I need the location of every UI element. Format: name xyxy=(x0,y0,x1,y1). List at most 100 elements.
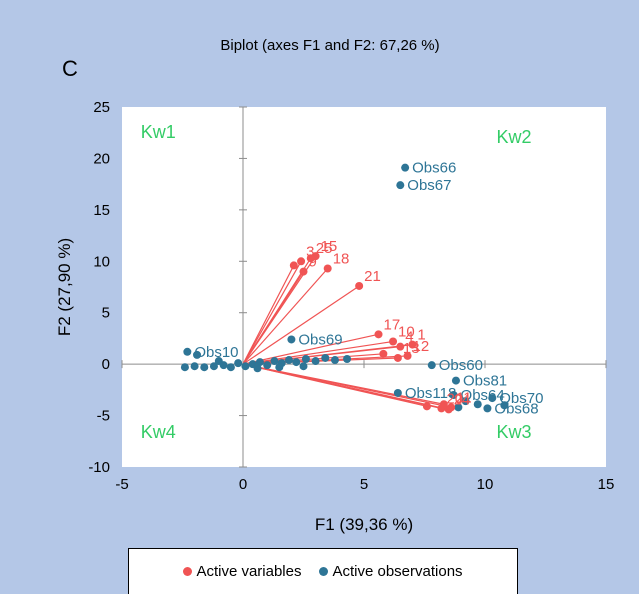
variable-vector xyxy=(242,268,329,365)
y-tick-label: -10 xyxy=(88,459,110,476)
observation-point xyxy=(321,353,330,362)
observation-point xyxy=(263,361,272,370)
variable-point xyxy=(422,402,431,411)
plot-area xyxy=(122,107,606,467)
variable-point xyxy=(396,342,405,351)
observation-point xyxy=(451,376,460,385)
observation-point xyxy=(241,362,250,371)
x-tick-label: 15 xyxy=(598,476,615,493)
x-tick-label: -5 xyxy=(115,476,128,493)
observation-point xyxy=(393,388,402,397)
observation-point xyxy=(190,362,199,371)
observation-point xyxy=(193,350,202,359)
observation-point xyxy=(343,355,352,363)
quadrant-label: Kw3 xyxy=(497,422,532,442)
panel-letter: C xyxy=(62,56,78,81)
y-tick-label: 5 xyxy=(102,305,110,322)
observation-label: Obs67 xyxy=(407,177,451,194)
observation-point xyxy=(311,357,320,366)
observation-point xyxy=(454,403,463,412)
observation-point xyxy=(488,394,497,403)
variable-vector xyxy=(242,271,305,365)
observation-label: Obs70 xyxy=(499,390,543,407)
x-axis-label: F1 (39,36 %) xyxy=(315,515,413,534)
y-tick-label: -5 xyxy=(97,408,110,425)
observation-point xyxy=(301,355,310,363)
variable-vector xyxy=(242,340,394,365)
observation-point xyxy=(275,363,284,372)
observation-point xyxy=(461,397,470,406)
variable-point xyxy=(355,281,364,290)
variable-label: 11 xyxy=(456,389,472,406)
variable-point xyxy=(299,267,308,276)
variable-label: 1 xyxy=(417,327,425,344)
quadrant-label: Kw2 xyxy=(497,127,532,147)
chart-title: Biplot (axes F1 and F2: 67,26 %) xyxy=(220,37,439,54)
observation-point xyxy=(226,363,235,372)
observation-point xyxy=(180,363,189,372)
observation-point xyxy=(396,181,405,190)
quadrant-label: Kw4 xyxy=(141,422,176,442)
quadrant-label: Kw1 xyxy=(141,122,176,142)
variable-label: 17 xyxy=(384,316,401,333)
observation-label: Obs69 xyxy=(298,331,342,348)
observation-point xyxy=(299,362,308,371)
y-axis-label: F2 (27,90 %) xyxy=(55,238,74,336)
observation-point xyxy=(284,356,293,365)
x-tick-label: 5 xyxy=(360,476,368,493)
observation-point xyxy=(330,356,339,365)
observation-point xyxy=(200,363,209,372)
legend-item-variables: Active variables xyxy=(183,563,301,580)
variable-point xyxy=(408,340,417,349)
variable-vector xyxy=(242,285,360,365)
y-tick-label: 20 xyxy=(93,150,110,167)
observation-point xyxy=(214,357,223,366)
variable-label: 10 xyxy=(398,324,415,341)
legend-marker-observations xyxy=(319,567,329,576)
observation-label: Obs81 xyxy=(463,373,507,390)
observation-label: Obs64 xyxy=(461,387,505,404)
y-tick-label: 0 xyxy=(102,356,110,373)
variable-label: 4 xyxy=(405,329,413,346)
variable-point xyxy=(439,400,448,409)
observation-point xyxy=(427,361,436,370)
variable-label: 15 xyxy=(321,238,338,255)
legend: Active variables Active observations xyxy=(128,548,518,594)
observation-label: Obs10 xyxy=(194,344,238,361)
observation-point xyxy=(401,163,410,172)
observation-point xyxy=(255,358,264,367)
y-tick-label: 10 xyxy=(93,253,110,270)
observation-label: Obs118 xyxy=(405,385,456,402)
variable-vector xyxy=(242,265,295,365)
legend-label-variables: Active variables xyxy=(196,563,302,580)
observation-label: Obs60 xyxy=(439,357,483,374)
observation-point xyxy=(500,401,509,410)
variable-point xyxy=(447,403,456,412)
observation-point xyxy=(183,347,192,356)
observation-point xyxy=(270,357,279,366)
variable-label: 18 xyxy=(333,250,350,267)
legend-marker-variables xyxy=(183,567,193,576)
legend-item-observations: Active observations xyxy=(319,563,463,580)
variable-label: 12 xyxy=(413,338,430,355)
variable-label: 9 xyxy=(309,254,317,271)
observation-point xyxy=(292,358,301,367)
variable-point xyxy=(403,351,412,360)
observation-label: Obs66 xyxy=(412,160,456,177)
y-tick-label: 15 xyxy=(93,202,110,219)
observation-point xyxy=(253,364,262,373)
variable-vector xyxy=(242,260,302,365)
variable-label: 24 xyxy=(454,391,471,408)
variable-point xyxy=(289,261,298,270)
observation-point xyxy=(234,359,243,368)
variable-point xyxy=(393,353,402,362)
variable-point xyxy=(323,264,332,273)
variable-point xyxy=(374,330,383,339)
variable-label: 3 xyxy=(306,243,314,260)
variable-point xyxy=(389,337,398,346)
variable-vector xyxy=(242,363,444,405)
observation-point xyxy=(287,335,296,344)
variable-label: 13 xyxy=(403,340,420,357)
x-tick-label: 0 xyxy=(239,476,247,493)
